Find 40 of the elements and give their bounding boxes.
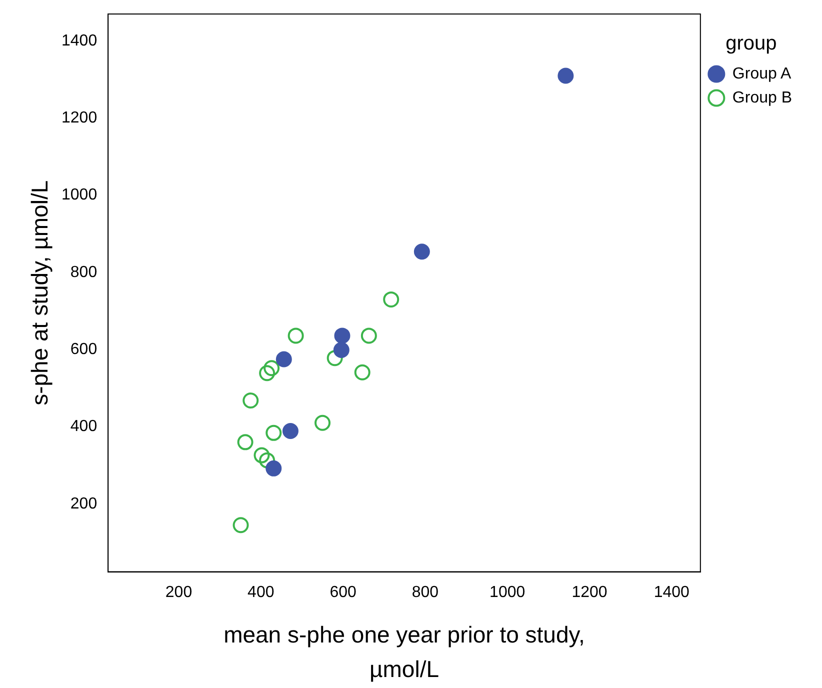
x-tick-label: 1400 — [654, 584, 690, 601]
point — [354, 364, 370, 380]
point — [414, 244, 430, 260]
point — [232, 517, 249, 534]
x-tick-label: 600 — [330, 584, 356, 601]
point — [282, 423, 298, 439]
point — [383, 291, 400, 308]
y-tick-label: 1400 — [62, 32, 98, 50]
point — [360, 328, 377, 344]
legend-label: Group A — [732, 65, 792, 82]
point — [276, 351, 292, 368]
y-tick-label: 1000 — [62, 186, 98, 204]
legend-label: Group B — [732, 89, 792, 106]
x-tick-label: 1200 — [572, 584, 608, 601]
x-tick-label: 400 — [248, 584, 274, 601]
y-tick-label: 200 — [70, 495, 98, 512]
legend-title: group — [726, 32, 777, 55]
point — [266, 460, 282, 476]
point — [237, 434, 254, 450]
point — [259, 452, 276, 468]
y-tick-label: 800 — [70, 264, 98, 281]
point — [334, 328, 350, 344]
x-axis-title: mean s-phe one year prior to study, µmol/L — [224, 622, 585, 682]
point — [314, 414, 331, 431]
point — [333, 342, 350, 358]
x-tick-label: 1000 — [490, 584, 526, 601]
point — [266, 424, 282, 441]
y-axis-title: s-phe at study, µmol/L — [26, 180, 53, 406]
point — [326, 350, 343, 366]
point — [264, 360, 280, 376]
point — [242, 392, 259, 409]
x-tick-label: 200 — [165, 584, 192, 601]
x-tick-label: 800 — [412, 584, 439, 601]
y-tick-label: 400 — [70, 418, 98, 436]
point — [254, 447, 270, 464]
y-tick-label: 1200 — [62, 110, 98, 127]
point — [558, 68, 574, 84]
y-tick-label: 600 — [70, 341, 98, 358]
point — [288, 328, 304, 344]
point — [259, 365, 276, 382]
